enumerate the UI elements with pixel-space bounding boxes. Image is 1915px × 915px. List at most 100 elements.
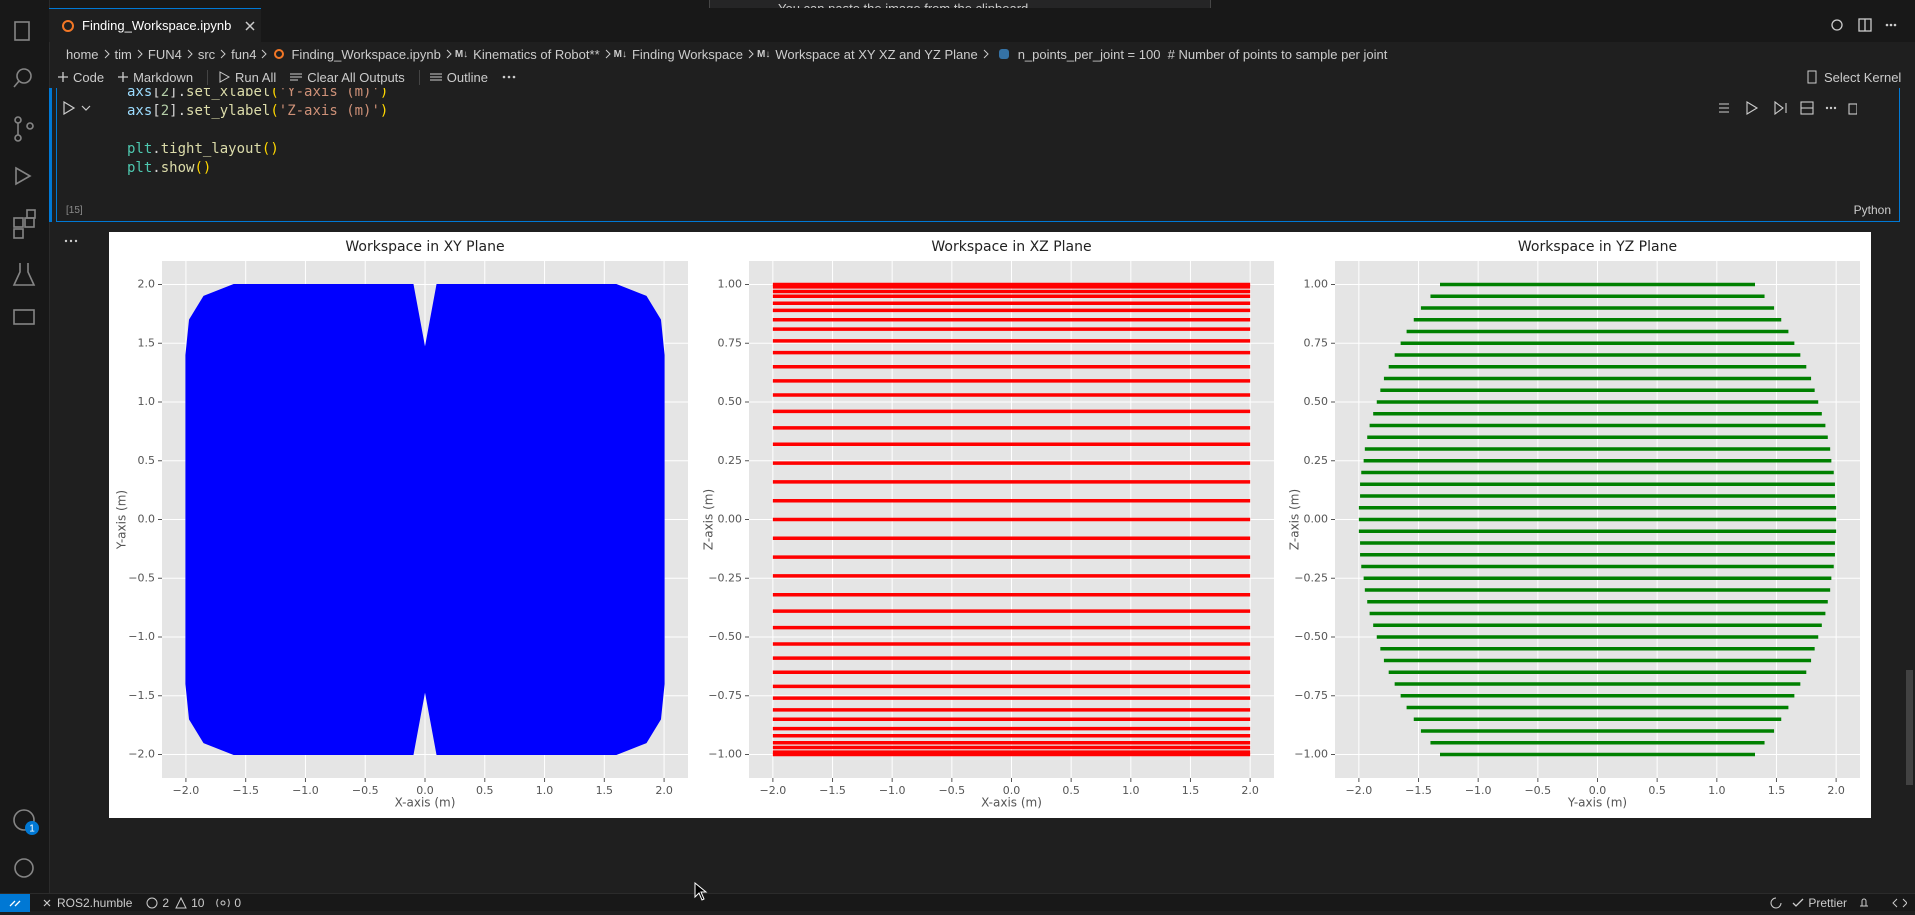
breadcrumb[interactable]: Finding_Workspace.ipynb	[291, 46, 441, 62]
x-tick-label: 1.5	[1182, 784, 1200, 797]
y-tick-label: 1.00	[718, 278, 743, 291]
scm-icon[interactable]	[14, 116, 22, 124]
y-tick-label: 0.25	[718, 454, 743, 467]
icon	[274, 49, 285, 59]
notebook-icon	[62, 19, 74, 32]
x-tick-label: −0.5	[352, 784, 379, 797]
breadcrumb[interactable]: Finding Workspace	[631, 46, 744, 62]
code-token: plt	[127, 160, 153, 176]
code-token: axs	[127, 88, 153, 100]
search-icon[interactable]	[16, 68, 32, 84]
cell-focus-bar	[49, 88, 52, 222]
y-tick-label: −0.5	[128, 571, 155, 584]
code-token: [	[152, 88, 161, 100]
accounts-badge	[25, 821, 39, 835]
y-tick-label: −0.50	[708, 630, 742, 643]
breadcrumb[interactable]: fun4	[231, 46, 257, 62]
activity-icons: 1	[12, 21, 39, 878]
python-icon	[998, 49, 1009, 59]
code-line: axs[2].set_xlabel('Y-axis (m)')	[127, 88, 388, 102]
remote-name[interactable]: ROS2.humble	[57, 895, 133, 910]
scrollbar-thumb[interactable]	[1906, 670, 1913, 785]
clear-outputs[interactable]: Clear All Outputs	[290, 70, 405, 85]
breadcrumb-separator	[748, 49, 754, 59]
y-tick-label: −1.00	[708, 748, 742, 761]
code-cell[interactable]: axs[2].set_xlabel('Y-axis (m)') axs[2].se…	[56, 88, 1900, 222]
code-token: tight_layout	[160, 141, 262, 157]
x-tick-label: −0.5	[938, 784, 965, 797]
tab[interactable]: Finding_Workspace.ipynb	[49, 8, 261, 42]
x-tick-label: 1.0	[1122, 784, 1140, 797]
cell-language[interactable]: Python	[1853, 203, 1891, 217]
breadcrumb[interactable]: FUN4	[147, 46, 182, 62]
cell-toolbar[interactable]	[1717, 101, 1857, 115]
x-tick-label: 0.0	[416, 784, 434, 797]
breadcrumb[interactable]: src	[197, 46, 216, 62]
code-token: 'Y-axis (m)'	[278, 88, 380, 100]
chevron	[104, 49, 110, 59]
accounts-badge-count: 1	[29, 824, 35, 835]
breadcrumb[interactable]: home	[66, 46, 99, 62]
chart-title: Workspace in XY Plane	[345, 239, 504, 255]
x-tick-label: 1.0	[536, 784, 554, 797]
output-menu[interactable]	[64, 238, 78, 244]
outline[interactable]: Outline	[418, 69, 488, 85]
breadcrumb-separator	[220, 49, 226, 59]
add-code[interactable]: Code	[58, 70, 104, 85]
y-tick-label: −0.25	[708, 571, 742, 584]
accounts-icon[interactable]	[13, 809, 35, 831]
code-token: 2	[160, 103, 170, 119]
code-token: .	[152, 160, 161, 176]
breadcrumb-separator	[605, 49, 611, 59]
testing-icon[interactable]	[12, 263, 36, 286]
code-token: 2	[160, 88, 170, 100]
code-line: plt.tight_layout()	[127, 140, 279, 159]
y-tick-label: 0.50	[718, 395, 743, 408]
code-token: ()	[194, 160, 212, 176]
remote-explorer-icon[interactable]	[13, 309, 35, 325]
y-axis-label: Z-axis (m)	[702, 489, 716, 550]
code-token: ].	[169, 88, 187, 100]
ports-count[interactable]: 0	[234, 895, 242, 910]
x-tick-label: −2.0	[173, 784, 200, 797]
x-tick-label: −1.0	[1465, 784, 1492, 797]
formatter[interactable]: Prettier	[1808, 895, 1847, 910]
code-token: plt	[127, 141, 153, 157]
y-tick-label: −0.75	[708, 689, 742, 702]
remote-indicator[interactable]	[0, 893, 30, 912]
breadcrumb[interactable]: Kinematics of Robot**	[473, 46, 600, 62]
y-tick-label: 0.75	[1304, 336, 1329, 349]
code-editor[interactable]: axs[2].set_xlabel('Y-axis (m)') axs[2].se…	[57, 88, 1757, 208]
breadcrumbs: home tim FUN4 src fun4 Finding_Workspace.ipyn…	[64, 44, 1389, 64]
breadcrumb[interactable]: tim	[114, 46, 132, 62]
breadcrumb[interactable]: Workspace at XY XZ and YZ Plane	[775, 46, 978, 62]
manage-icon[interactable]	[14, 858, 34, 878]
warning-count[interactable]: 10	[191, 895, 205, 910]
chevron	[187, 49, 193, 59]
chevron	[262, 49, 268, 59]
extensions-icon[interactable]	[13, 217, 24, 228]
y-tick-label: 0.0	[138, 513, 156, 526]
x-tick-label: 0.5	[476, 784, 494, 797]
activity-bar: 1	[0, 0, 50, 893]
code-token: (	[270, 88, 279, 100]
y-tick-label: 0.5	[138, 454, 156, 467]
code-token: 'Z-axis (m)'	[278, 103, 380, 119]
run-cell[interactable]	[62, 101, 92, 115]
add-markdown[interactable]: Markdown	[118, 70, 193, 85]
chevron	[605, 49, 611, 59]
code-token: )	[379, 103, 389, 119]
x-tick-label: −1.5	[819, 784, 846, 797]
close-tab[interactable]	[244, 20, 256, 32]
x-tick-label: 2.0	[1241, 784, 1259, 797]
code-line: axs[2].set_ylabel('Z-axis (m)')	[127, 102, 388, 121]
kernel-picker[interactable]: Select Kernel	[1806, 67, 1901, 87]
more-actions[interactable]	[502, 74, 516, 80]
debug-icon[interactable]	[15, 166, 32, 186]
breadcrumb[interactable]: n_points_per_joint = 100 # Number of poi…	[1017, 46, 1388, 62]
editor-actions[interactable]	[1829, 17, 1909, 33]
explorer-icon[interactable]	[14, 21, 30, 41]
error-count[interactable]: 2	[162, 895, 170, 910]
run-all[interactable]: Run All	[207, 69, 276, 85]
